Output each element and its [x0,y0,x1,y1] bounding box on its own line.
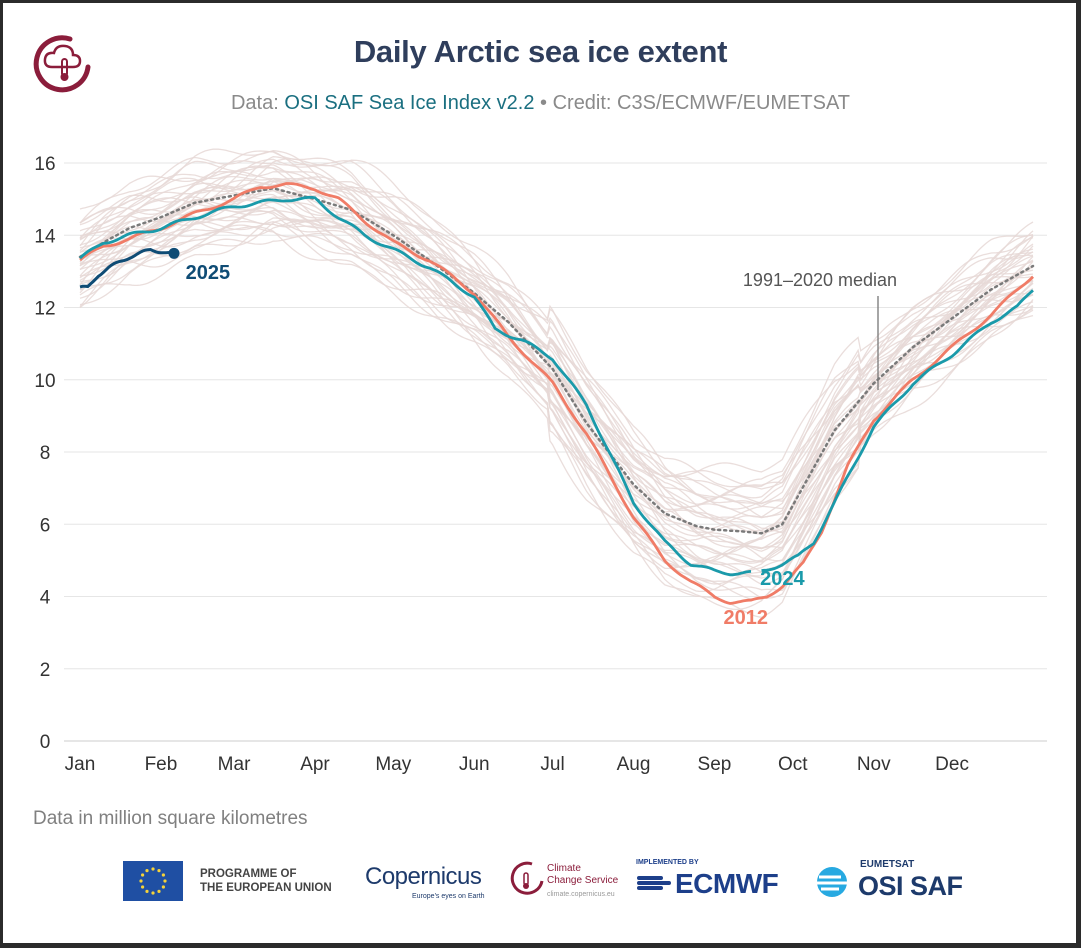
y-tick-label: 14 [34,226,56,247]
y-tick-label: 4 [40,588,51,609]
eu-programme-label: PROGRAMME OF THE EUROPEAN UNION [200,867,332,895]
median-annotation: 1991–2020 median [743,270,897,290]
c3s-logo-icon [33,35,91,93]
osisaf-eumetsat-label: EUMETSAT [860,859,915,870]
chart-card [3,3,1076,943]
eu-line-1: PROGRAMME OF [200,868,297,880]
ecmwf-swirl-icon [637,876,671,890]
y-tick-label: 10 [34,371,55,392]
label-2012: 2012 [724,607,769,629]
y-tick-label: 2 [40,660,51,681]
c3s-line-1: Climate [547,863,581,874]
eu-star [145,869,149,873]
partner-logos: PROGRAMME OF THE EUROPEAN UNION Copernic… [0,855,1081,915]
median-line [78,187,1035,535]
c3s-label: Climate Change Service [547,863,618,887]
background-year-line [79,150,1034,499]
eu-star [139,879,143,883]
background-year-line [79,216,1034,562]
eu-star [141,873,145,877]
x-tick-label: Aug [617,754,651,775]
label-2025: 2025 [186,262,231,284]
x-tick-label: Jun [459,754,490,775]
chart-title: Daily Arctic sea ice extent [353,34,728,69]
series-2024-line [79,195,1034,577]
x-tick-label: May [375,754,411,775]
series-2012-line [79,182,1034,605]
eu-star [163,879,167,883]
y-tick-label: 12 [34,299,55,320]
background-year-line [79,193,1034,564]
y-tick-label: 6 [40,515,51,536]
background-year-line [79,180,1034,552]
eu-star [161,885,165,889]
background-year-line [79,220,1034,592]
chart-plot: 0 2 4 6 8 10 12 14 16 Jan Feb Mar Apr May Jun Jul Aug Sep… [34,148,1047,775]
copernicus-tagline: Europe's eyes on Earth [412,893,485,900]
copernicus-logo: Copernicus [365,863,482,890]
eu-star [151,891,155,895]
c3s-line-2: Change Service [547,875,619,886]
eu-line-2: THE EUROPEAN UNION [200,882,332,894]
x-tick-label: Feb [145,754,178,775]
eu-star [157,889,161,893]
c3s-small-logo-icon [510,861,544,895]
background-year-line [79,160,1034,510]
x-tick-label: Sep [698,754,732,775]
x-tick-label: Oct [778,754,808,775]
subtitle-prefix: Data: [230,92,285,114]
background-years [79,148,1034,618]
background-year-line [79,179,1034,521]
background-year-line [79,194,1034,537]
series-2025-endpoint [168,247,180,259]
background-year-line [79,156,1034,487]
subtitle-credit: • Credit: C3S/ECMWF/EUMETSAT [534,92,851,114]
eu-star [145,889,149,893]
x-tick-label: Dec [935,754,969,775]
background-year-line [79,217,1034,611]
osisaf-drop-icon [817,867,847,897]
background-year-line [79,221,1034,618]
series-2025-line [79,247,175,289]
label-2024: 2024 [760,568,805,590]
subtitle-dataset: OSI SAF Sea Ice Index v2.2 [284,92,535,114]
x-tick-label: Jul [540,754,564,775]
eu-star [151,867,155,871]
c3s-url: climate.copernicus.eu [547,891,615,898]
y-tick-label: 16 [34,154,55,175]
chart-subtitle: Data: OSI SAF Sea Ice Index v2.2 • Credi… [0,92,1081,115]
y-tick-label: 0 [40,732,51,753]
eu-flag-icon [123,861,183,901]
ecmwf-logo: ECMWF [675,868,779,899]
x-tick-label: Jan [65,754,96,775]
eu-star [161,873,165,877]
background-year-line [79,177,1034,545]
y-tick-label: 8 [40,443,51,464]
units-footnote: Data in million square kilometres [33,808,308,829]
x-tick-label: Apr [300,754,330,775]
background-year-line [79,209,1034,599]
ecmwf-implemented-label: IMPLEMENTED BY [636,859,699,866]
eu-star [141,885,145,889]
x-tick-label: Mar [218,754,251,775]
background-year-line [79,160,1034,535]
eu-star [157,869,161,873]
osisaf-logo: OSI SAF [858,871,963,901]
background-year-line [79,224,1034,585]
x-tick-label: Nov [857,754,891,775]
